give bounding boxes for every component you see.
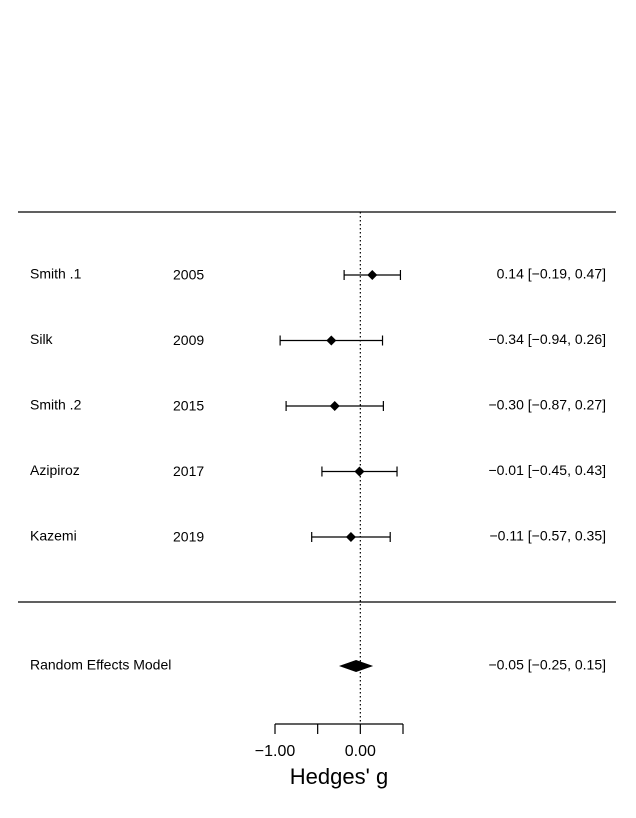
- study-name: Smith .1: [30, 266, 82, 282]
- summary-diamond: [339, 660, 374, 672]
- estimate-label: −0.01 [−0.45, 0.43]: [488, 462, 606, 478]
- x-axis-label: Hedges' g: [290, 764, 388, 789]
- study-year: 2005: [173, 267, 204, 283]
- study-year: 2019: [173, 529, 204, 545]
- estimate-label: −0.30 [−0.87, 0.27]: [488, 397, 606, 413]
- estimate-label: 0.14 [−0.19, 0.47]: [497, 266, 606, 282]
- summary-name: Random Effects Model: [30, 657, 171, 673]
- x-tick-label: −1.00: [255, 743, 296, 760]
- study-name: Azipiroz: [30, 462, 80, 478]
- x-tick-label: 0.00: [345, 743, 376, 760]
- study-name: Smith .2: [30, 397, 82, 413]
- study-name: Kazemi: [30, 528, 77, 544]
- point-estimate: [326, 335, 337, 346]
- study-year: 2009: [173, 332, 204, 348]
- study-name: Silk: [30, 331, 54, 347]
- estimate-label: −0.11 [−0.57, 0.35]: [489, 528, 606, 544]
- study-year: 2017: [173, 463, 204, 479]
- summary-label: −0.05 [−0.25, 0.15]: [488, 657, 606, 673]
- point-estimate: [329, 401, 340, 411]
- point-estimate: [367, 270, 378, 280]
- estimate-label: −0.34 [−0.94, 0.26]: [488, 331, 606, 347]
- point-estimate: [345, 532, 356, 542]
- point-estimate: [354, 466, 365, 477]
- study-year: 2015: [173, 398, 204, 414]
